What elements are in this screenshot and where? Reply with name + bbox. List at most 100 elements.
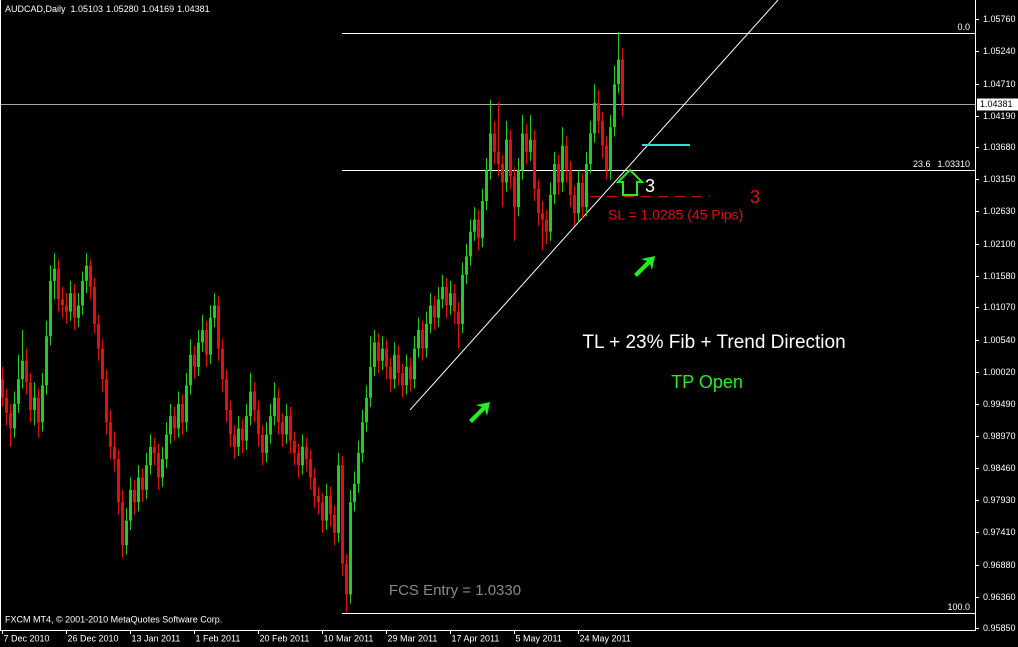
candle-body xyxy=(617,59,620,85)
x-tick-label: 13 Jan 2011 xyxy=(132,633,181,643)
y-tick-label: 1.04190 xyxy=(983,111,1016,121)
y-tick-label: 0.97930 xyxy=(983,495,1016,505)
candle-body xyxy=(169,416,172,435)
candle-body xyxy=(397,354,400,374)
candle-body xyxy=(161,459,164,478)
candle-body xyxy=(457,311,460,324)
y-tick-label: 1.02100 xyxy=(983,239,1016,249)
candle-body xyxy=(597,102,600,122)
candle-body xyxy=(565,145,568,171)
candle-body xyxy=(209,317,212,355)
candle-body xyxy=(341,465,344,564)
candle-body xyxy=(129,489,132,521)
entry-note: FCS Entry = 1.0330 xyxy=(389,582,521,599)
candle-body xyxy=(121,502,124,546)
candle-body xyxy=(85,265,88,281)
x-tick-label: 5 May 2011 xyxy=(516,633,562,643)
last-price-box xyxy=(977,98,1018,111)
y-tick-label: 1.05760 xyxy=(983,14,1016,24)
candle-body xyxy=(561,145,564,183)
candle-body xyxy=(45,336,48,386)
candle-body xyxy=(417,330,420,349)
candle-body xyxy=(573,194,576,214)
candle-body xyxy=(61,299,64,306)
candle-body xyxy=(449,293,452,306)
candle-body xyxy=(49,280,52,337)
x-tick-label: 29 Mar 2011 xyxy=(388,633,438,643)
entry-arrow xyxy=(615,168,645,196)
candle-body xyxy=(401,373,404,386)
candle-body xyxy=(101,348,104,380)
candle-body xyxy=(181,403,184,423)
candle-body xyxy=(337,465,340,533)
candle-body xyxy=(369,366,372,398)
candle-body xyxy=(465,256,468,275)
candle-body xyxy=(437,299,440,318)
high-value: 1.05280 xyxy=(106,4,139,14)
candle-body xyxy=(373,342,376,367)
candle-body xyxy=(529,139,532,152)
candle-body xyxy=(385,348,388,367)
candle-body xyxy=(153,446,156,453)
symbol: AUDCAD,Daily xyxy=(5,4,66,14)
trend-arrow xyxy=(634,256,655,277)
candle-body xyxy=(257,409,260,435)
candle-body xyxy=(269,416,272,435)
candle-body xyxy=(333,514,336,533)
candle-body xyxy=(381,348,384,361)
y-tick-label: 0.99490 xyxy=(983,399,1016,409)
x-tick-label: 26 Dec 2010 xyxy=(68,633,119,643)
candle-body xyxy=(205,330,208,355)
candle-body xyxy=(589,133,592,165)
take-profit-note: TP Open xyxy=(671,372,743,392)
candle-body xyxy=(301,446,304,466)
y-tick-label: 1.00540 xyxy=(983,335,1016,345)
candle-body xyxy=(93,287,96,324)
candle-body xyxy=(497,151,500,165)
candle-body xyxy=(521,133,524,171)
candle-body xyxy=(473,219,476,232)
y-tick-label: 0.98460 xyxy=(983,463,1016,473)
candle-body xyxy=(509,139,512,177)
candle-body xyxy=(421,330,424,349)
candle-body xyxy=(325,496,328,521)
levels: 0.0 23.6 1.03310 100.0 xyxy=(0,0,975,614)
candle-body xyxy=(13,403,16,429)
candle-body xyxy=(309,459,312,478)
candle-body xyxy=(125,520,128,546)
candle-body xyxy=(585,164,588,208)
candle-body xyxy=(253,391,256,410)
candle-body xyxy=(409,366,412,380)
candle-body xyxy=(453,293,456,312)
candle-body xyxy=(305,446,308,460)
candle-body xyxy=(109,422,112,447)
candle-body xyxy=(513,176,516,208)
candle-body xyxy=(173,416,176,429)
candle-body xyxy=(345,563,348,595)
candle-body xyxy=(553,164,556,195)
copyright: FXCM MT4, © 2001-2010 MetaQuotes Softwar… xyxy=(5,614,222,624)
candle-body xyxy=(25,360,28,383)
candle-body xyxy=(221,348,224,380)
candle-body xyxy=(17,379,20,404)
candle-body xyxy=(357,452,360,484)
y-tick-label: 1.00020 xyxy=(983,367,1016,377)
candle-body xyxy=(97,323,100,349)
candle-body xyxy=(361,422,364,453)
candle-body xyxy=(489,133,492,171)
candle-body xyxy=(429,305,432,324)
candle-body xyxy=(57,268,60,300)
open-value: 1.05103 xyxy=(71,4,104,14)
candle-body xyxy=(441,287,444,300)
candle-body xyxy=(405,366,408,386)
candle-body xyxy=(65,305,68,312)
candle-body xyxy=(113,446,116,460)
candle-body xyxy=(273,397,276,417)
candle-body xyxy=(213,305,216,318)
candle-body xyxy=(293,440,296,453)
candle-body xyxy=(21,360,24,380)
candle-body xyxy=(261,434,264,453)
last-price-label: 1.04381 xyxy=(980,99,1013,109)
